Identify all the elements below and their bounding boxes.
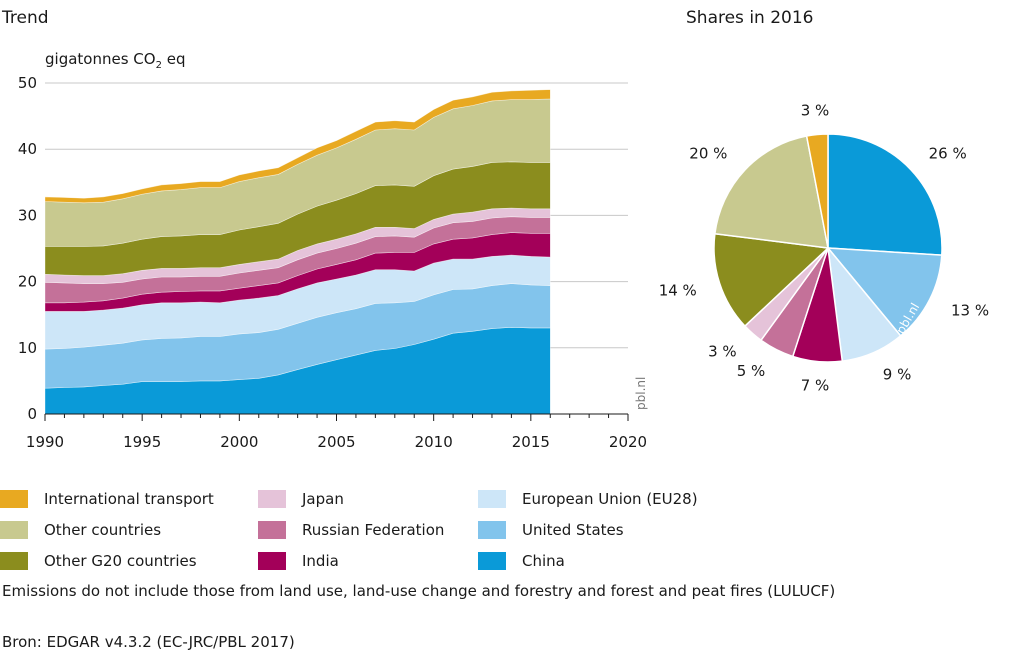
x-tick-label: 2010 [415, 433, 453, 451]
pie-slice-other-countries [714, 135, 829, 249]
legend-swatch [0, 552, 28, 570]
area-series-international-transport [44, 89, 551, 204]
x-tick-label: 2015 [512, 433, 550, 451]
y-tick-label: 30 [18, 206, 37, 224]
legend-item-other-countries: Other countries [0, 519, 161, 541]
shares-pie-chart: 26 %13 %9 %7 %5 %3 %14 %20 %3 %pbl.nl [659, 102, 989, 395]
y-tick-label: 10 [18, 339, 37, 357]
y-tick-label: 40 [18, 140, 37, 158]
legend-item-european-union-eu28: European Union (EU28) [478, 488, 698, 510]
pie-label-japan: 3 % [708, 343, 737, 361]
x-tick-label: 2020 [609, 433, 647, 451]
pie-label-european-union-eu28: 9 % [883, 366, 912, 384]
legend-label: Russian Federation [302, 521, 445, 539]
legend-item-russian-federation: Russian Federation [258, 519, 444, 541]
x-tick-label: 1990 [26, 433, 64, 451]
legend-item-international-transport: International transport [0, 488, 214, 510]
legend-label: Other G20 countries [44, 552, 197, 570]
source-note: Bron: EDGAR v4.3.2 (EC-JRC/PBL 2017) [2, 633, 295, 651]
legend-swatch [478, 490, 506, 508]
x-tick-label: 2000 [220, 433, 258, 451]
y-tick-label: 20 [18, 273, 37, 291]
y-axis-unit-label: gigatonnes CO2 eq [45, 50, 186, 71]
legend-swatch [258, 490, 286, 508]
pie-slice-other-g20-countries [713, 232, 830, 328]
pie-slice-international-transport [805, 133, 829, 249]
pie-label-other-countries: 20 % [689, 145, 727, 163]
y-tick-label: 50 [18, 74, 37, 92]
pie-label-international-transport: 3 % [801, 102, 830, 120]
legend-item-other-g20-countries: Other G20 countries [0, 550, 197, 572]
footnote: Emissions do not include those from land… [2, 582, 836, 600]
legend-label: European Union (EU28) [522, 490, 698, 508]
pie-slice-united-states [826, 247, 943, 337]
legend-label: International transport [44, 490, 214, 508]
legend: International transport Other countries Ot… [0, 486, 1024, 576]
legend-label: China [522, 552, 565, 570]
legend-item-japan: Japan [258, 488, 344, 510]
pie-label-china: 26 % [929, 145, 967, 163]
legend-label: Japan [302, 490, 344, 508]
trend-chart-title: Trend [2, 8, 49, 28]
legend-label: Other countries [44, 521, 162, 539]
pie-label-russian-federation: 5 % [737, 362, 766, 380]
legend-swatch [0, 521, 28, 539]
trend-area-chart: 0 10 20 30 40 50 1990 1995 2000 2005 2010 2015 2020 p… [18, 74, 648, 451]
legend-label: United States [522, 521, 624, 539]
pie-chart-title: Shares in 2016 [686, 8, 814, 28]
x-tick-label: 2005 [317, 433, 355, 451]
legend-swatch [478, 552, 506, 570]
y-tick-label: 0 [27, 405, 37, 423]
legend-swatch [478, 521, 506, 539]
pie-label-united-states: 13 % [951, 302, 989, 320]
legend-item-india: India [258, 550, 339, 572]
legend-item-china: China [478, 550, 565, 572]
legend-swatch [258, 552, 286, 570]
legend-swatch [0, 490, 28, 508]
pie-label-india: 7 % [801, 376, 830, 394]
legend-item-united-states: United States [478, 519, 624, 541]
area-watermark: pbl.nl [634, 377, 648, 410]
legend-swatch [258, 521, 286, 539]
legend-label: India [302, 552, 339, 570]
pie-label-other-g20-countries: 14 % [659, 282, 697, 300]
x-tick-label: 1995 [123, 433, 161, 451]
pie-slice-china [827, 133, 943, 256]
